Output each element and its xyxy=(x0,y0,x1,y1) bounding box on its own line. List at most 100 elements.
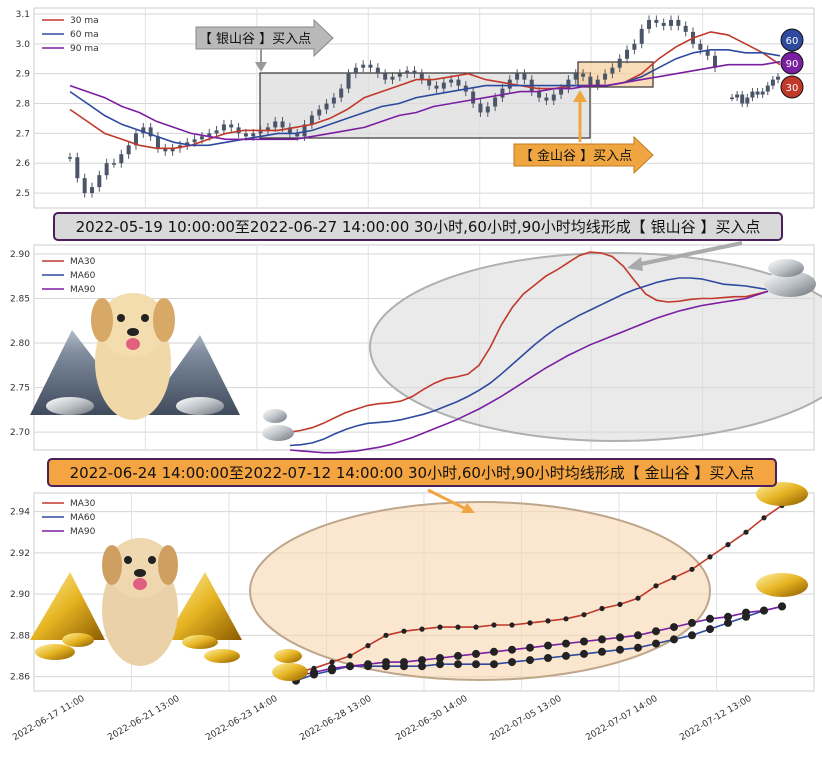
silver-title-box xyxy=(53,212,783,241)
data-point xyxy=(454,651,462,660)
candle-body xyxy=(214,130,219,134)
candle-body xyxy=(770,79,775,86)
data-point xyxy=(526,643,534,652)
data-point xyxy=(346,662,354,671)
candle-body xyxy=(478,103,483,113)
panel-3-x-ticks: 2022-06-17 11:00 2022-06-21 13:00 2022-06-… xyxy=(11,694,753,743)
legend-label-ma60: 60 ma xyxy=(70,30,99,40)
y-tick-label: 2.88 xyxy=(10,631,30,641)
data-point xyxy=(562,651,570,660)
series-line-ma60 xyxy=(289,277,769,447)
gold-ingot-icon xyxy=(35,644,75,660)
panel-2-y-ticks: 2.70 2.75 2.80 2.85 2.90 xyxy=(10,250,30,438)
data-point xyxy=(778,602,786,611)
data-point xyxy=(688,618,696,627)
candle-body xyxy=(89,187,94,194)
silver-ingot-icon xyxy=(764,271,816,297)
data-point xyxy=(401,628,407,634)
data-point xyxy=(310,668,318,677)
candle-body xyxy=(75,157,80,179)
data-point xyxy=(581,612,587,618)
candle-body xyxy=(434,85,439,89)
candle-body xyxy=(331,97,336,104)
candle-body xyxy=(353,67,358,74)
candle-body xyxy=(676,19,681,26)
series-line-ma60 xyxy=(69,48,781,147)
silver-mountain-dog-illustration xyxy=(30,259,816,441)
candle-body xyxy=(383,73,388,80)
gold-pyramid-left xyxy=(30,572,105,640)
panel-2-ma-lines xyxy=(289,251,769,454)
candle-body xyxy=(661,22,666,26)
badge-30-label: 30 xyxy=(786,83,799,94)
candle-body xyxy=(522,73,527,80)
candle-body xyxy=(559,88,564,95)
candle-body xyxy=(581,73,586,77)
panel-2-silver-valley: 2.70 2.75 2.80 2.85 2.90 MA30 MA60 MA90 xyxy=(10,241,822,454)
data-point xyxy=(634,643,642,652)
data-point xyxy=(490,660,498,669)
candle-body xyxy=(713,55,717,68)
candle-body xyxy=(119,154,124,164)
data-point xyxy=(365,643,371,649)
gold-pyramid-dog-illustration xyxy=(30,482,808,681)
candle-body xyxy=(302,124,307,137)
candle-body xyxy=(163,148,168,152)
y-tick-label: 2.70 xyxy=(10,428,30,438)
silver-ingot-icon xyxy=(263,409,287,423)
gold-pyramid-right xyxy=(165,572,242,640)
candle-body xyxy=(573,73,578,80)
data-point xyxy=(743,529,749,535)
data-point xyxy=(724,618,732,627)
data-point xyxy=(706,614,714,623)
data-point xyxy=(652,639,660,648)
silver-pointer-head xyxy=(255,62,267,72)
candle-body xyxy=(309,115,314,125)
candle-body xyxy=(669,19,674,26)
data-point xyxy=(616,633,624,642)
candle-body xyxy=(566,79,571,89)
candle-body xyxy=(339,88,344,98)
candle-body xyxy=(471,91,476,104)
y-tick-label: 2.7 xyxy=(16,129,30,139)
x-tick-label: 2022-06-21 13:00 xyxy=(106,694,181,743)
data-point xyxy=(328,664,336,673)
panel-3-ma-lines xyxy=(292,502,786,685)
series-line-ma90 xyxy=(295,605,783,678)
y-tick-label: 3.0 xyxy=(16,40,31,50)
candle-body xyxy=(126,145,131,155)
badge-60 xyxy=(780,28,804,52)
data-point xyxy=(455,624,461,630)
data-point xyxy=(688,631,696,640)
candle-body xyxy=(412,70,417,74)
candle-body xyxy=(755,91,760,95)
data-point xyxy=(508,645,516,654)
data-point xyxy=(436,654,444,662)
data-point xyxy=(652,627,660,636)
dog-ear-left xyxy=(102,545,122,585)
candle-body xyxy=(405,70,410,74)
data-point xyxy=(598,647,606,656)
data-point xyxy=(706,625,714,634)
candle-body xyxy=(735,94,740,98)
candle-body xyxy=(456,79,461,86)
silver-ingot-icon xyxy=(176,397,224,415)
dog-tongue xyxy=(126,338,140,350)
dog-head xyxy=(99,293,167,357)
candle-body xyxy=(745,97,750,104)
candle-body xyxy=(427,79,432,86)
candle-body xyxy=(170,148,175,152)
x-tick-label: 2022-06-28 13:00 xyxy=(298,694,373,743)
candle-body xyxy=(449,79,454,83)
data-point xyxy=(761,515,767,521)
data-point xyxy=(670,623,678,632)
data-point xyxy=(545,618,551,624)
data-point xyxy=(635,595,641,601)
candle-body xyxy=(654,19,659,23)
candle-body xyxy=(68,157,72,159)
candle-body xyxy=(207,133,212,137)
gold-pointer-arrow-head xyxy=(461,503,475,513)
gold-peak-pointer xyxy=(427,488,475,513)
data-point xyxy=(526,656,534,665)
dog-eye-left xyxy=(117,314,125,322)
